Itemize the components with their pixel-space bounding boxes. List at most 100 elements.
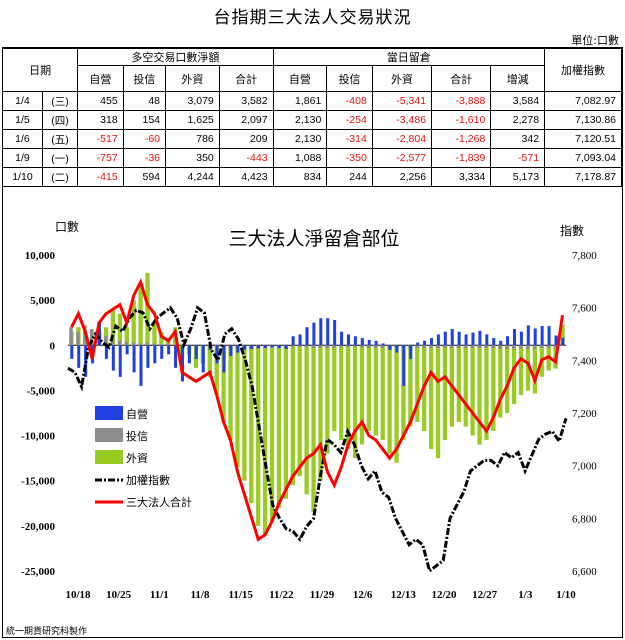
trust-bar <box>546 345 550 349</box>
table-row: 1/4 (三) 455 48 3,079 3,582 1,861 -408 -5,341 -3,8… <box>2 91 622 111</box>
legend-swatch-trust <box>95 428 123 442</box>
net-group-header: 多空交易口數淨額 <box>77 48 274 66</box>
trust-bar <box>352 345 357 348</box>
x-tick-label: 12/6 <box>353 589 373 601</box>
foreign-bar <box>345 345 351 450</box>
foreign-bar <box>470 345 475 436</box>
foreign-bar <box>152 322 157 346</box>
foreign-bar <box>518 345 524 395</box>
oi-cell: -408 <box>326 91 373 111</box>
dealer-bar <box>187 345 191 364</box>
net-cell: 4,244 <box>165 167 220 187</box>
dealer-bar <box>464 334 468 346</box>
right-tick-label: 7,600 <box>572 303 597 315</box>
net-cell: 48 <box>122 91 167 111</box>
dealer-bar <box>526 325 530 346</box>
weekday-cell: (五) <box>41 129 79 149</box>
foreign-bar <box>318 345 323 481</box>
weekday-cell: (一) <box>41 148 79 168</box>
oi-cell: 2,130 <box>272 110 328 130</box>
foreign-bar <box>463 345 468 427</box>
trust-bar <box>373 345 378 348</box>
left-tick-label: 10,000 <box>25 250 56 262</box>
trust-bar <box>505 345 509 349</box>
dealer-bar <box>333 320 337 346</box>
dealer-bar <box>201 345 205 373</box>
dealer-bar <box>519 331 523 346</box>
dealer-bar <box>506 336 510 346</box>
trust-bar <box>339 345 343 348</box>
trust-bar <box>435 345 440 348</box>
left-tick-label: -5,000 <box>27 385 56 397</box>
net-sub-header: 投信 <box>122 65 167 92</box>
trust-bar <box>463 345 467 348</box>
dealer-bar <box>450 329 454 346</box>
table-row: 1/10 (二) -415 594 4,244 4,423 834 244 2,256 3,334… <box>2 167 622 187</box>
dealer-bar <box>118 345 122 377</box>
dealer-bar <box>257 345 261 348</box>
dealer-bar <box>132 345 136 373</box>
trust-bar <box>311 345 315 348</box>
table-row: 1/5 (四) 318 154 1,625 2,097 2,130 -254 -3,486 -1,… <box>2 110 622 130</box>
trust-bar <box>366 345 371 348</box>
dealer-bar <box>443 331 447 346</box>
oi-cell: -2,804 <box>371 129 433 149</box>
trust-bar <box>332 345 336 348</box>
foreign-bar <box>401 345 406 441</box>
trust-bar <box>380 345 384 348</box>
dealer-bar <box>243 345 247 350</box>
weekday-cell: (四) <box>41 110 79 130</box>
weekday-cell: (三) <box>41 91 79 111</box>
foreign-bar <box>339 345 344 441</box>
trust-bar <box>415 345 419 348</box>
date-cell: 1/4 <box>2 91 43 111</box>
dealer-bar <box>263 345 267 348</box>
dealer-bar <box>180 345 184 382</box>
foreign-bar <box>311 345 316 513</box>
net-cell: 350 <box>165 148 220 168</box>
legend-swatch-dealer <box>95 406 123 420</box>
date-cell: 1/6 <box>2 129 43 149</box>
trust-bar <box>470 345 474 348</box>
foreign-bar <box>249 345 254 504</box>
trust-bar <box>90 329 94 346</box>
oi-cell: 1,861 <box>272 91 328 111</box>
foreign-bar <box>262 345 268 535</box>
dealer-bar <box>499 340 503 346</box>
trust-bar <box>477 345 481 348</box>
x-tick-label: 11/8 <box>191 589 210 601</box>
oi-cell: 3,334 <box>431 167 492 187</box>
trust-bar <box>152 343 156 346</box>
right-tick-label: 6,800 <box>572 513 597 525</box>
foreign-bar <box>332 345 337 432</box>
dealer-bar <box>374 340 378 346</box>
foreign-bar <box>138 286 143 346</box>
date-cell: 1/10 <box>2 167 43 187</box>
dealer-bar <box>340 331 344 346</box>
dealer-bar <box>139 345 143 386</box>
net-cell: 594 <box>122 167 167 187</box>
oi-sub-header: 投信 <box>326 65 373 92</box>
oi-cell: 1,088 <box>272 148 328 168</box>
net-cell: -757 <box>77 148 124 168</box>
x-tick-label: 11/29 <box>310 589 335 601</box>
dealer-bar <box>388 345 392 350</box>
index-cell: 7,120.51 <box>544 129 622 149</box>
left-tick-label: -20,000 <box>21 521 55 533</box>
foreign-bar <box>124 327 129 346</box>
trust-bar <box>422 345 426 348</box>
trust-bar <box>511 345 516 349</box>
net-cell: 318 <box>77 110 124 130</box>
dealer-bar <box>360 338 364 346</box>
x-tick-label: 10/25 <box>106 589 132 601</box>
net-cell: -415 <box>77 167 124 187</box>
oi-cell: 834 <box>272 167 328 187</box>
foreign-bar <box>408 345 413 427</box>
foreign-bar <box>297 345 302 477</box>
legend-label-dealer: 自營 <box>126 408 148 421</box>
dealer-bar <box>291 336 295 346</box>
dealer-bar <box>381 343 385 346</box>
right-tick-label: 7,200 <box>572 408 597 420</box>
trust-bar <box>304 345 308 348</box>
x-tick-label: 11/22 <box>269 589 294 601</box>
